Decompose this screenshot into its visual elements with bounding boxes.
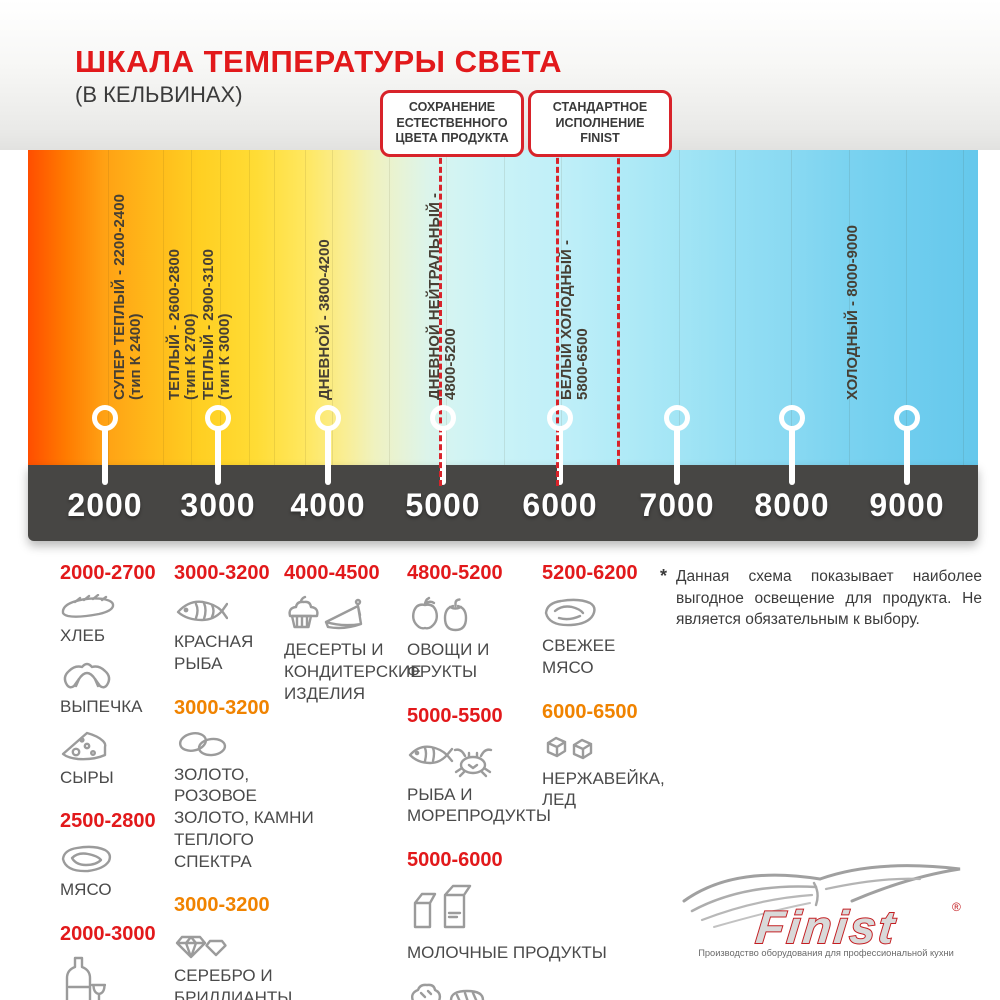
category-column-1: 2000-2700 ХЛЕБ ВЫПЕЧКА СЫРЫ 2500-2800 МЯ… — [60, 562, 172, 1000]
range-6000-6500: 6000-6500 — [542, 700, 638, 723]
list-item: НЕРЖАВЕЙКА, ЛЕД — [542, 733, 665, 812]
list-item: ЗОЛОТО, РОЗОВОЕ ЗОЛОТО, КАМНИ ТЕПЛОГО СП… — [174, 729, 326, 873]
range-2000-3000: 2000-3000 — [60, 923, 156, 945]
item-label: СЫРЫ — [60, 767, 114, 787]
diamonds-icon — [175, 936, 227, 959]
registered-mark: ® — [952, 900, 961, 914]
fish-icon — [176, 600, 228, 622]
list-item: КРАСНАЯ РЫБА — [174, 594, 326, 675]
alcohol-icon — [65, 956, 106, 1000]
ice-icon — [546, 736, 593, 759]
range-2500-2800: 2500-2800 — [60, 810, 156, 833]
wing-feather-icon — [682, 873, 822, 903]
range-3000-3200-gold: 3000-3200 — [174, 696, 270, 719]
range-5200-6200: 5200-6200 — [542, 562, 638, 584]
callout-finist-standard: СТАНДАРТНОЕ ИСПОЛНЕНИЕ FINIST — [528, 90, 672, 157]
zone-label-warm-2700: ТЕПЛЫЙ - 2600-2800 (тип К 2700) — [166, 248, 199, 400]
frozen-icon — [410, 983, 485, 1000]
kelvin-gradient-band — [28, 150, 978, 465]
range-4000-4500: 4000-4500 — [284, 562, 380, 584]
item-label: ВЫПЕЧКА — [60, 696, 143, 716]
tick-2000: 2000 — [67, 487, 143, 523]
item-label: ХЛЕБ — [60, 626, 105, 645]
wing-right-icon — [818, 864, 961, 903]
cheese-icon — [61, 731, 107, 760]
category-column-2: 3000-3200 КРАСНАЯ РЫБА 3000-3200 ЗОЛОТО,… — [174, 562, 326, 1000]
list-item: ВЫПЕЧКА — [60, 657, 172, 718]
rings-icon — [178, 731, 227, 756]
page-subtitle: (В КЕЛЬВИНАХ) — [75, 82, 243, 107]
tick-4000: 4000 — [290, 487, 366, 523]
logo-tagline: Производство оборудования для профессион… — [698, 948, 954, 958]
range-5000-5500: 5000-5500 — [407, 704, 503, 727]
page-title: ШКАЛА ТЕМПЕРАТУРЫ СВЕТА — [75, 44, 562, 79]
footnote-text: Данная схема показывает наиболее выгодно… — [676, 568, 982, 629]
range-5000-6000: 5000-6000 — [407, 849, 503, 871]
list-item: МЯСО — [60, 842, 172, 901]
range-4800-5200: 4800-5200 — [407, 562, 503, 584]
seafood-icon — [408, 744, 493, 777]
zone-label-day-neutral: ДНЕВНОЙ НЕЙТРАЛЬНЫЙ -4800-5200 — [426, 192, 459, 400]
kelvin-axis-bar — [28, 465, 978, 541]
list-item: АКОГОЛЬ — [60, 955, 172, 1000]
list-item: МОЛОЧНЫЕ ПРОДУКТЫ — [407, 881, 607, 964]
footnote: * Данная схема показывает наиболее выгод… — [660, 566, 982, 631]
logo-brand-text: Finist — [754, 901, 900, 953]
category-column-4: 4800-5200 ОВОЩИ И ФРУКТЫ 5000-5500 РЫБА … — [407, 562, 607, 1000]
fresh-meat-icon — [544, 598, 596, 627]
callout-natural-color: СОХРАНЕНИЕ ЕСТЕСТВЕННОГО ЦВЕТА ПРОДУКТА — [380, 90, 524, 157]
tick-7000: 7000 — [639, 487, 715, 523]
item-label: СЕРЕБРО И БРИЛЛИАНТЫ — [174, 966, 293, 1000]
item-label: ОВОЩИ И ФРУКТЫ — [407, 640, 490, 681]
item-label: РЫБА И МОРЕПРОДУКТЫ — [407, 784, 551, 826]
list-item: ЗАМОРОЖЕННЫЕ ПОЛУФАБРИКАТЫ — [407, 974, 595, 1000]
bread-icon — [61, 594, 115, 618]
list-item: СЫРЫ — [60, 728, 172, 789]
item-label: КРАСНАЯ РЫБА — [174, 632, 254, 673]
dashed-line-5000 — [439, 140, 442, 486]
item-label: МЯСО — [60, 880, 112, 900]
item-label: ДЕСЕРТЫ И КОНДИТЕРСКИЕ ИЗДЕЛИЯ — [284, 640, 422, 703]
range-3000-3200-silver: 3000-3200 — [174, 894, 270, 917]
zone-label-cool-white: БЕЛЫЙ ХОЛОДНЫЙ -5800-6500 — [558, 240, 591, 400]
zone-label-cold: ХОЛОДНЫЙ - 8000-9000 — [844, 225, 861, 400]
list-item: СВЕЖЕЕ МЯСО — [542, 594, 664, 679]
item-label: ЗОЛОТО, РОЗОВОЕ ЗОЛОТО, КАМНИ ТЕПЛОГО СП… — [174, 764, 314, 871]
footnote-asterisk: * — [660, 566, 668, 586]
zone-label-warm-3000: ТЕПЛЫЙ - 2900-3100 (тип К 3000) — [200, 248, 233, 400]
meat-icon — [61, 845, 112, 873]
zone-label-daylight: ДНЕВНОЙ - 3800-4200 — [316, 239, 333, 400]
range-2000-2700: 2000-2700 — [60, 562, 156, 584]
tick-5000: 5000 — [405, 487, 481, 523]
category-column-5: 5200-6200 СВЕЖЕЕ МЯСО 6000-6500 НЕРЖАВЕЙ… — [542, 562, 665, 821]
range-3000-3200-fish: 3000-3200 — [174, 562, 270, 584]
croissant-icon — [63, 662, 111, 689]
item-label: СВЕЖЕЕ МЯСО — [542, 636, 616, 677]
list-item: СЕРЕБРО И БРИЛЛИАНТЫ — [174, 926, 326, 1000]
finist-logo: Finist ® Производство оборудования для п… — [682, 864, 961, 958]
dashed-line-6000 — [556, 140, 559, 486]
item-label: НЕРЖАВЕЙКА, ЛЕД — [542, 768, 665, 810]
zone-label-super-warm: СУПЕР ТЕПЛЫЙ - 2200-2400 (тип К 2400) — [111, 194, 144, 400]
desserts-icon — [288, 595, 363, 630]
produce-icon — [411, 596, 468, 632]
dairy-icon — [413, 884, 472, 929]
tick-6000: 6000 — [522, 487, 598, 523]
item-label: МОЛОЧНЫЕ ПРОДУКТЫ — [407, 943, 607, 962]
tick-9000: 9000 — [869, 487, 945, 523]
tick-3000: 3000 — [180, 487, 256, 523]
list-item: РЫБА И МОРЕПРОДУКТЫ — [407, 737, 595, 828]
tick-8000: 8000 — [754, 487, 830, 523]
list-item: ОВОЩИ И ФРУКТЫ — [407, 594, 595, 683]
dashed-line-6500 — [617, 140, 620, 465]
list-item: ХЛЕБ — [60, 594, 172, 647]
category-column-3: 4000-4500 ДЕСЕРТЫ И КОНДИТЕРСКИЕ ИЗДЕЛИЯ — [284, 562, 422, 714]
list-item: ДЕСЕРТЫ И КОНДИТЕРСКИЕ ИЗДЕЛИЯ — [284, 594, 422, 704]
